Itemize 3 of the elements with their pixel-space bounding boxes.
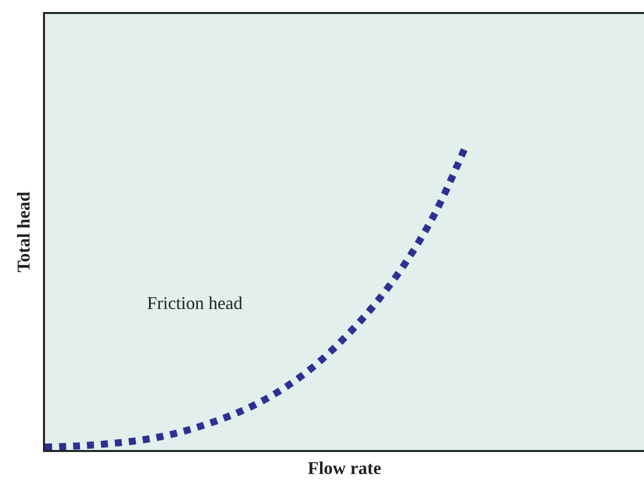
y-axis-title: Total head	[14, 192, 34, 272]
text: Friction head	[147, 293, 242, 313]
x-axis-title: Flow rate	[308, 458, 382, 478]
